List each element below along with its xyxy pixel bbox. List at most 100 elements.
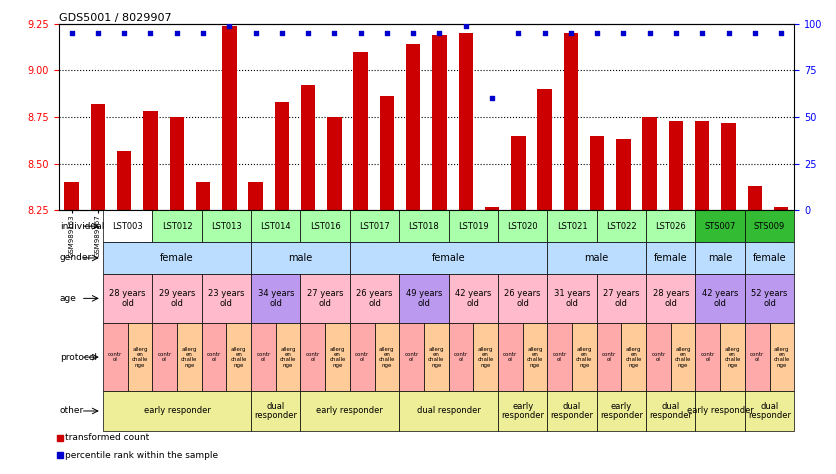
Text: female: female [654,253,687,263]
Text: allerg
en
challe
nge: allerg en challe nge [675,346,691,368]
Point [512,29,525,37]
Text: LST022: LST022 [606,222,637,231]
Bar [103,274,152,323]
Bar [522,323,548,392]
Bar [720,323,745,392]
Bar [548,392,597,430]
Bar [103,242,251,274]
Bar [745,210,794,242]
Text: male: male [708,253,732,263]
Bar [548,323,572,392]
Bar [201,274,251,323]
Bar [400,323,424,392]
Point [590,29,604,37]
Text: LST020: LST020 [507,222,538,231]
Text: allerg
en
challe
nge: allerg en challe nge [576,346,593,368]
Bar [646,323,670,392]
Text: early
responder: early responder [600,401,643,420]
Bar [103,392,251,430]
Text: dual
responder: dual responder [650,401,692,420]
Text: contr
ol: contr ol [207,352,222,362]
Text: allerg
en
challe
nge: allerg en challe nge [773,346,790,368]
Bar [152,274,201,323]
Text: early responder: early responder [686,407,753,416]
Text: LST003: LST003 [112,222,143,231]
Bar [90,104,105,210]
Bar [597,392,646,430]
Bar [349,242,548,274]
Text: female: female [161,253,194,263]
Text: allerg
en
challe
nge: allerg en challe nge [231,346,247,368]
Bar [721,123,736,210]
Text: 34 years
old: 34 years old [257,289,294,308]
Bar [117,151,131,210]
Bar [349,323,375,392]
Text: LST012: LST012 [161,222,192,231]
Bar [498,210,548,242]
Bar [538,89,552,210]
Text: contr
ol: contr ol [553,352,567,362]
Text: 49 years
old: 49 years old [405,289,442,308]
Point [696,29,709,37]
Bar [248,182,263,210]
Bar [274,102,289,210]
Text: allerg
en
challe
nge: allerg en challe nge [724,346,741,368]
Bar [276,323,300,392]
Text: LST017: LST017 [359,222,390,231]
Bar [251,210,300,242]
Bar [621,323,646,392]
Text: LST014: LST014 [261,222,291,231]
Text: female: female [752,253,787,263]
Bar [301,85,315,210]
Bar [424,323,449,392]
Bar [354,52,368,210]
Text: contr
ol: contr ol [454,352,468,362]
Bar [380,96,395,210]
Text: female: female [431,253,466,263]
Point [91,29,104,37]
Text: allerg
en
challe
nge: allerg en challe nge [428,346,445,368]
Bar [222,26,237,210]
Text: allerg
en
challe
nge: allerg en challe nge [329,346,345,368]
Point [144,29,157,37]
Text: early responder: early responder [316,407,383,416]
Bar [251,274,300,323]
Bar [400,210,449,242]
Bar [642,117,657,210]
Text: contr
ol: contr ol [306,352,320,362]
Bar [227,323,251,392]
Bar [670,323,696,392]
Bar [473,323,498,392]
Text: 42 years
old: 42 years old [702,289,738,308]
Bar [563,33,579,210]
Text: early responder: early responder [144,407,211,416]
Text: contr
ol: contr ol [503,352,517,362]
Bar [128,323,152,392]
Text: contr
ol: contr ol [701,352,715,362]
Point [433,29,446,37]
Bar [548,210,597,242]
Text: contr
ol: contr ol [405,352,419,362]
Bar [251,323,276,392]
Text: allerg
en
challe
nge: allerg en challe nge [379,346,395,368]
Bar [646,242,696,274]
Point [748,29,762,37]
Text: allerg
en
challe
nge: allerg en challe nge [477,346,494,368]
Text: 26 years
old: 26 years old [356,289,393,308]
Bar [572,323,597,392]
Bar [400,392,498,430]
Bar [646,392,696,430]
Bar [696,242,745,274]
Point [196,29,210,37]
Text: 28 years
old: 28 years old [653,289,689,308]
Bar [616,139,630,210]
Point [774,29,788,37]
Bar [170,117,184,210]
Bar [646,210,696,242]
Text: dual
responder: dual responder [551,401,594,420]
Text: 26 years
old: 26 years old [504,289,541,308]
Bar [646,274,696,323]
Bar [458,33,473,210]
Text: early
responder: early responder [501,401,544,420]
Text: contr
ol: contr ol [157,352,172,362]
